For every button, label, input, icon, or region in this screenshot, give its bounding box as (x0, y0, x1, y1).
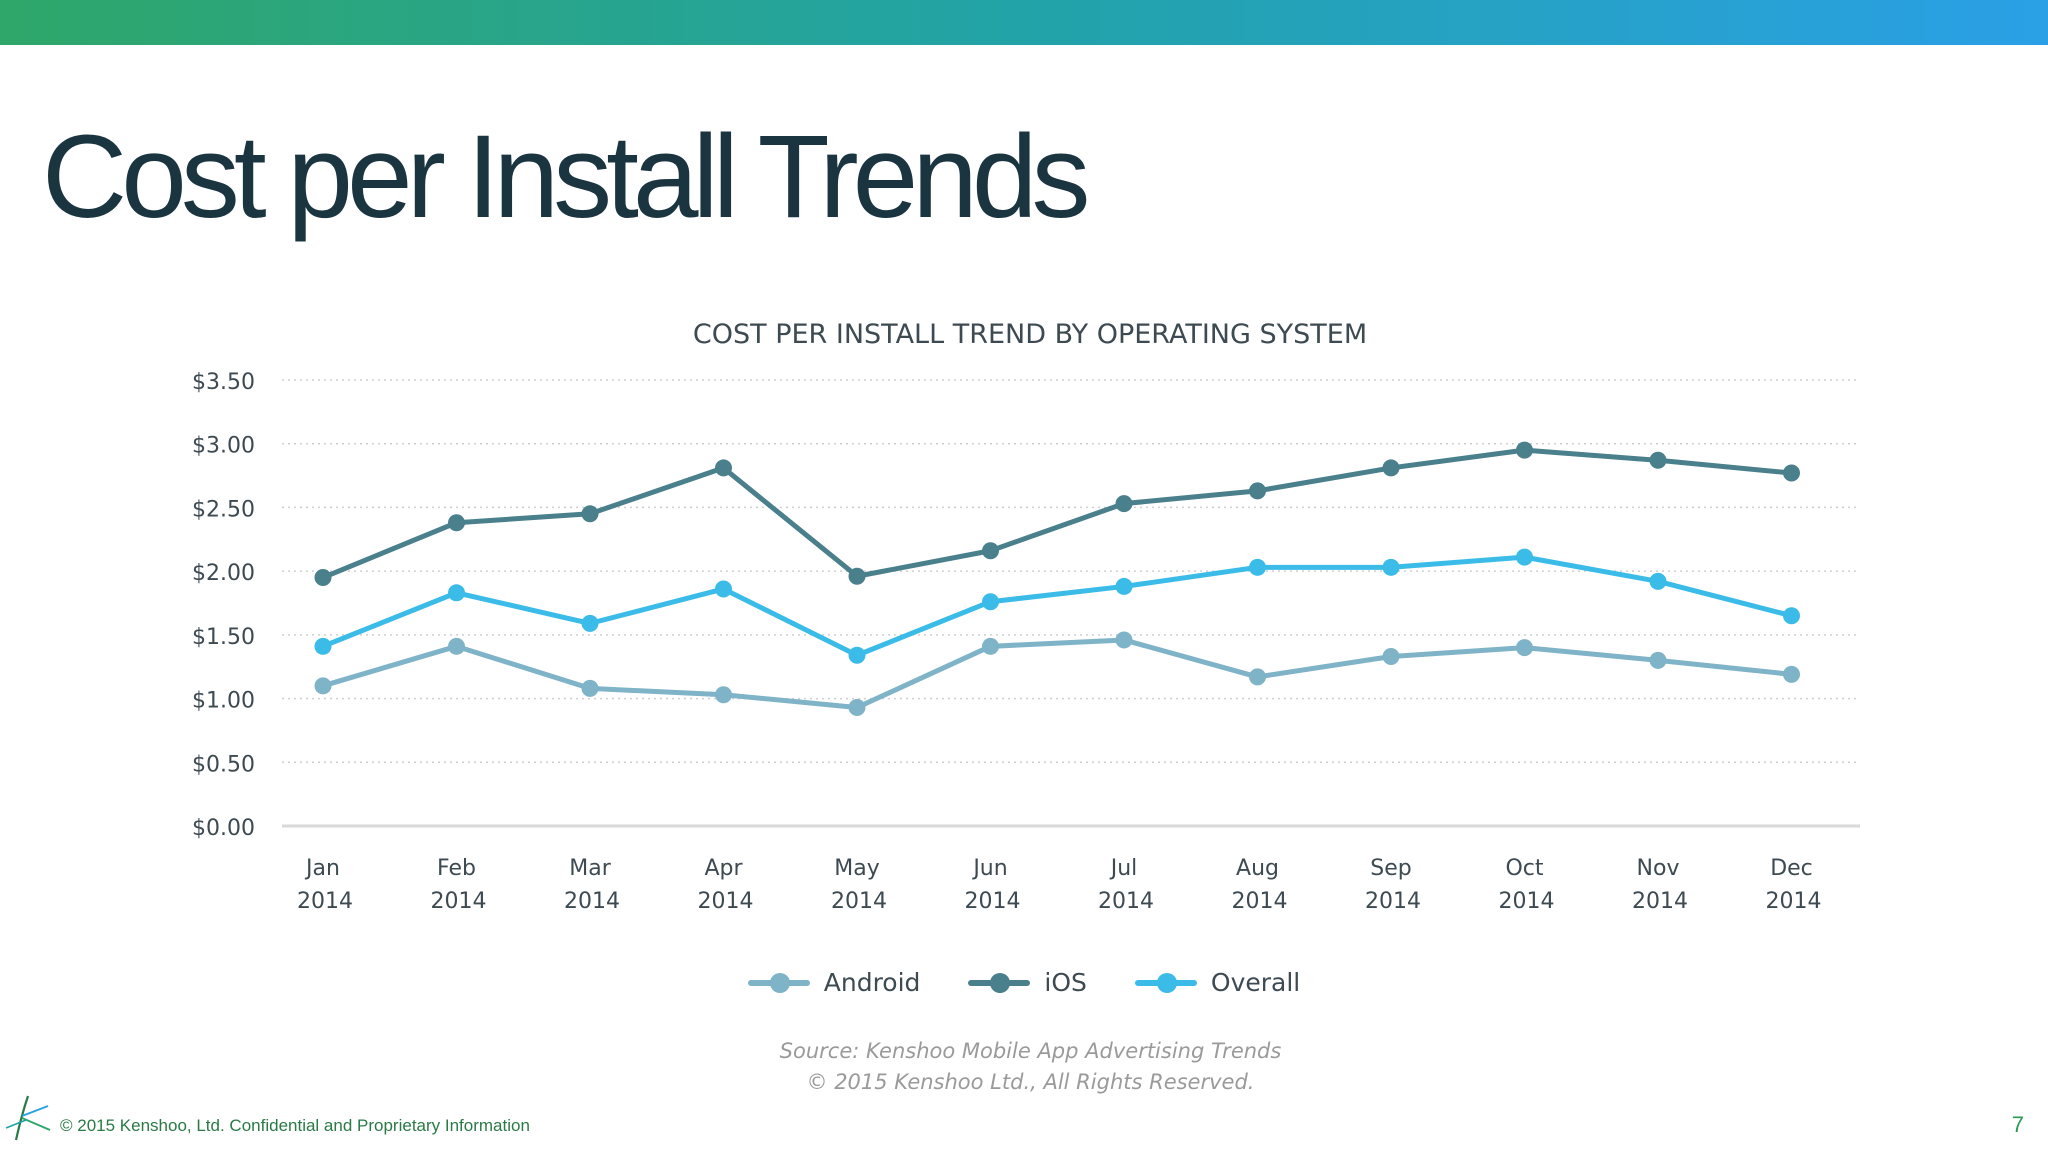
legend-item-android: Android (747, 968, 921, 997)
data-point-ios (715, 459, 732, 477)
y-tick-label: $2.00 (192, 561, 255, 586)
x-tick-year: 2014 (1098, 889, 1154, 914)
series-group (314, 441, 1800, 716)
x-tick-year: 2014 (1499, 889, 1555, 914)
x-tick-month: Feb (437, 856, 476, 881)
data-point-overall (1249, 558, 1266, 576)
data-point-ios (448, 514, 465, 532)
chart-title: COST PER INSTALL TREND BY OPERATING SYST… (693, 319, 1367, 350)
y-tick-label: $1.00 (192, 689, 255, 714)
data-point-ios (1649, 451, 1667, 469)
x-tick-year: 2014 (831, 889, 887, 914)
x-tick-year: 2014 (965, 889, 1021, 914)
data-point-android (1382, 648, 1400, 666)
x-tick-year: 2014 (1232, 889, 1288, 914)
legend-label: Overall (1210, 968, 1301, 997)
legend-swatch (1134, 972, 1197, 993)
legend-item-overall: Overall (1134, 968, 1301, 997)
series-line-ios (320, 447, 1794, 581)
legend-swatch (968, 972, 1031, 993)
series-line-android (320, 637, 1794, 710)
x-tick-year: 2014 (1365, 889, 1421, 914)
x-tick-month: Nov (1637, 856, 1680, 881)
x-tick-month: Oct (1505, 856, 1543, 881)
data-point-overall (1382, 558, 1400, 576)
x-axis-ticks: Jan 2014 Feb 2014 Mar 2014 Apr 2014 May 2014 Jun 20… (297, 856, 1822, 914)
slide-title: Cost per Install Trends (42, 111, 1091, 243)
x-tick-month: Sep (1370, 856, 1411, 881)
data-point-ios (1783, 464, 1800, 482)
data-point-android (1115, 631, 1133, 649)
y-tick-label: $2.50 (192, 497, 255, 522)
x-tick-month: Jan (304, 856, 340, 881)
data-point-ios (1516, 441, 1533, 459)
y-tick-label: $3.50 (192, 370, 255, 395)
x-tick-year: 2014 (698, 889, 754, 914)
chart-legend: Android iOS Overall (0, 968, 2048, 997)
x-tick-month: Apr (704, 856, 743, 881)
data-point-overall (1783, 607, 1800, 625)
data-point-overall (1115, 577, 1133, 595)
source-note: Source: Kenshoo Mobile App Advertising T… (0, 1036, 2048, 1098)
copyright-line: © 2015 Kenshoo Ltd., All Rights Reserved… (806, 1070, 1255, 1094)
x-tick-year: 2014 (564, 889, 620, 914)
data-point-overall (848, 646, 866, 664)
footer-confidential: © 2015 Kenshoo, Ltd. Confidential and Pr… (60, 1116, 530, 1135)
data-point-android (1649, 651, 1667, 669)
data-point-android (982, 637, 999, 655)
x-tick-month: Aug (1236, 856, 1279, 881)
data-point-android (715, 686, 732, 704)
legend-label: iOS (1044, 968, 1087, 997)
data-point-ios (982, 542, 999, 560)
data-point-android (1249, 668, 1266, 686)
x-tick-month: May (834, 856, 879, 881)
x-tick-year: 2014 (1766, 889, 1822, 914)
series-line-overall (320, 554, 1794, 658)
data-point-ios (1115, 495, 1133, 513)
top-accent-bar (0, 0, 2048, 45)
data-point-ios (1249, 482, 1266, 500)
data-point-overall (715, 580, 732, 598)
data-point-android (314, 677, 332, 695)
data-point-overall (581, 614, 599, 632)
y-tick-label: $0.50 (192, 752, 255, 777)
data-point-ios (581, 505, 599, 523)
x-tick-year: 2014 (297, 889, 353, 914)
data-point-overall (1649, 572, 1667, 590)
y-axis-ticks: $0.00 $0.50 $1.00 $1.50 $2.00 $2.50 $3.00 $3.50 (192, 370, 255, 841)
x-tick-year: 2014 (431, 889, 487, 914)
x-tick-month: Dec (1770, 856, 1813, 881)
data-point-overall (314, 637, 332, 655)
x-tick-month: Jun (971, 856, 1007, 881)
page-number: 7 (2011, 1112, 2024, 1137)
source-line: Source: Kenshoo Mobile App Advertising T… (779, 1039, 1282, 1063)
data-point-android (581, 679, 599, 697)
y-tick-label: $0.00 (192, 816, 255, 841)
data-point-android (1783, 665, 1800, 683)
legend-swatch (747, 972, 810, 993)
x-tick-month: Mar (569, 856, 611, 881)
data-point-ios (314, 569, 332, 587)
data-point-overall (982, 593, 999, 611)
kenshoo-logo-icon (5, 1095, 51, 1141)
data-point-ios (1382, 459, 1400, 477)
data-point-android (848, 698, 866, 716)
y-tick-label: $3.00 (192, 434, 255, 459)
data-point-android (1516, 639, 1533, 657)
data-point-ios (848, 567, 866, 585)
x-tick-month: Jul (1109, 856, 1138, 881)
legend-label: Android (823, 968, 921, 997)
gridlines (282, 379, 1860, 828)
y-tick-label: $1.50 (192, 625, 255, 650)
data-point-android (448, 637, 465, 655)
data-point-overall (448, 584, 465, 602)
legend-item-ios: iOS (968, 968, 1087, 997)
x-tick-year: 2014 (1632, 889, 1688, 914)
data-point-overall (1516, 548, 1533, 566)
